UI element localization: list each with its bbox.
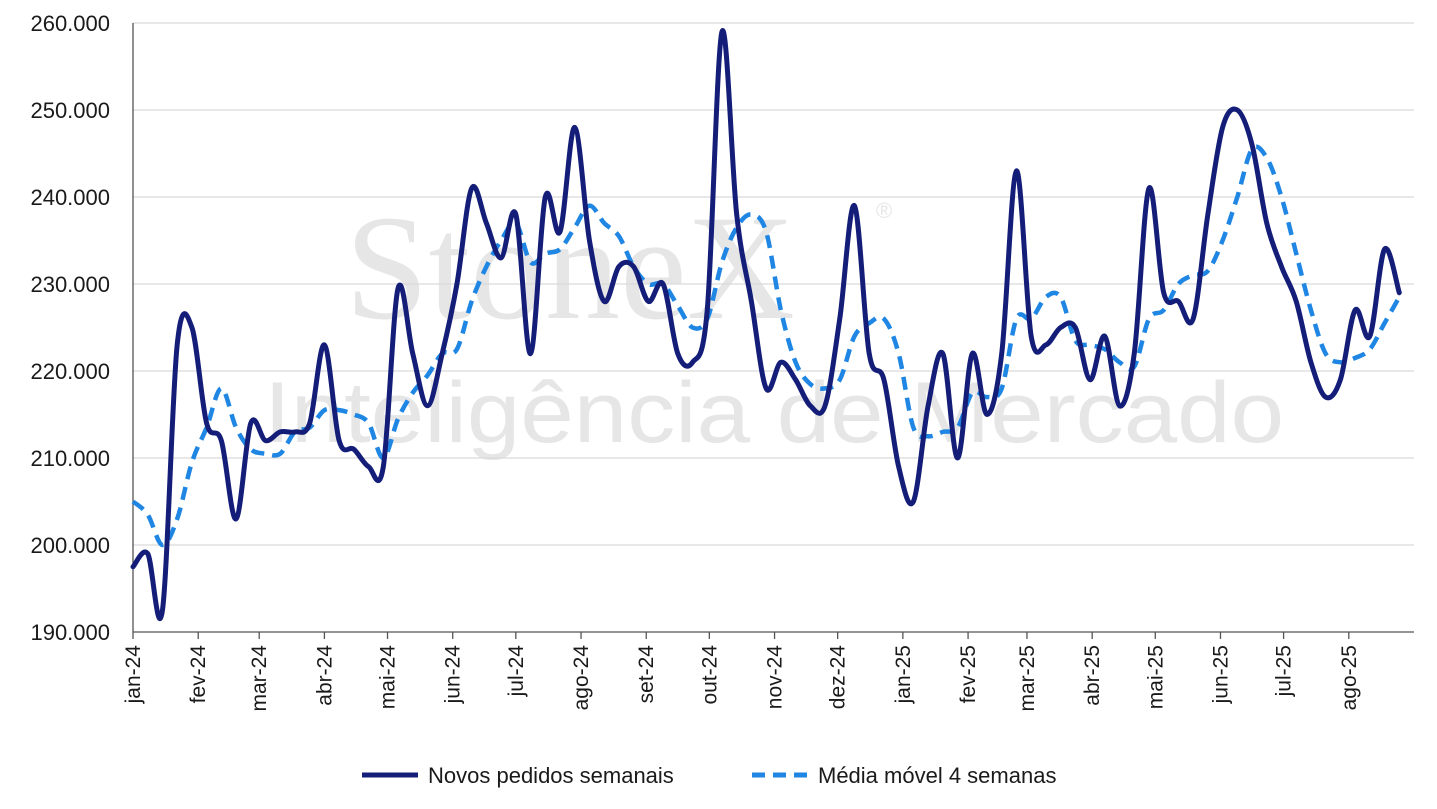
x-tick-label: fev-24 [187,645,210,704]
watermark: StoneX ® Inteligência de Mercado [264,185,1284,461]
watermark-brand: StoneX [345,185,795,351]
axes [132,23,1414,639]
x-axis-tick-labels: jan-24 fev-24 mar-24 abr-24 mai-24 jun-24 jul-… [122,645,1361,712]
x-tick-label: jun-24 [442,645,465,705]
y-tick-label: 190.000 [30,620,110,645]
y-tick-label: 260.000 [30,11,110,36]
x-tick-label: set-24 [635,645,658,704]
x-tick-label: nov-24 [764,645,787,710]
x-tick-label: mar-25 [1016,645,1039,712]
x-tick-label: jul-25 [1273,645,1296,697]
x-tick-label: dez-24 [827,645,850,710]
x-tick-label: abr-24 [313,645,336,706]
gridlines [133,22,1414,546]
y-tick-label: 220.000 [30,359,110,384]
series-line-moving-average [131,144,1402,548]
watermark-registered-mark: ® [876,198,892,223]
x-tick-label: abr-25 [1081,645,1104,706]
series-lines [130,28,1402,622]
x-tick-label: jul-24 [505,645,528,698]
x-tick-label: mar-24 [248,645,271,712]
x-tick-label: mai-25 [1144,645,1167,709]
legend-label: Novos pedidos semanais [428,763,674,788]
x-tick-label: jan-24 [122,645,145,705]
x-tick-label: jan-25 [892,645,915,704]
legend: Novos pedidos semanais Média móvel 4 sema… [362,763,1056,788]
legend-item-weekly-orders: Novos pedidos semanais [362,763,674,788]
legend-label: Média móvel 4 semanas [818,763,1056,788]
legend-item-moving-average: Média móvel 4 semanas [752,763,1056,788]
x-tick-label: mai-24 [377,645,400,710]
y-tick-label: 240.000 [30,185,110,210]
y-tick-label: 200.000 [30,533,110,558]
x-tick-label: fev-25 [957,645,980,703]
series-line-weekly-orders [130,28,1402,622]
y-axis-tick-labels: 190.000 200.000 210.000 220.000 230.000 240.0… [30,11,110,645]
y-tick-label: 230.000 [30,272,110,297]
x-tick-label: ago-25 [1338,645,1361,710]
x-tick-label: out-24 [698,645,721,705]
y-tick-label: 250.000 [30,98,110,123]
x-tick-label: ago-24 [570,645,593,711]
y-tick-label: 210.000 [30,446,110,471]
x-tick-label: jun-25 [1209,645,1232,704]
